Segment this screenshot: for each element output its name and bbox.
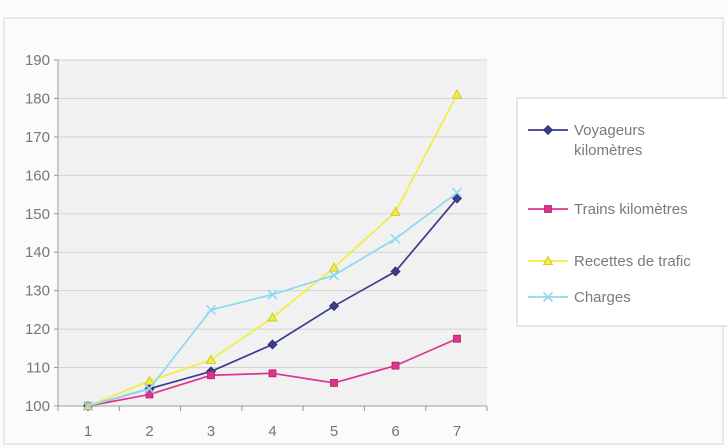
legend-marker-2	[542, 255, 554, 265]
legend-label: Trains kilomètres	[574, 201, 688, 218]
series-1-point	[453, 334, 461, 343]
legend-label: Recettes de trafic	[574, 253, 691, 270]
y-tick-label: 120	[25, 321, 50, 338]
y-tick-label: 160	[25, 167, 50, 184]
y-tick-label: 180	[25, 90, 50, 107]
series-1-point	[207, 371, 215, 380]
series-3-point	[205, 304, 217, 315]
series-1-point	[268, 369, 277, 378]
series-1-point	[330, 379, 338, 387]
series-3-point-stroke-b	[144, 383, 155, 394]
series-0-point	[328, 300, 340, 312]
legend-marker-3-stroke-b	[542, 291, 554, 303]
x-tick-label: 4	[268, 423, 276, 440]
y-tick-label: 170	[25, 129, 50, 146]
x-tick-label: 2	[145, 423, 153, 440]
legend-box	[516, 97, 727, 327]
series-3-point-stroke-b	[267, 289, 278, 300]
x-tick-label: 3	[207, 423, 215, 440]
series-0-point	[267, 339, 278, 350]
x-tick-label: 6	[391, 423, 399, 440]
series-2-point	[144, 375, 155, 385]
series-3-point	[390, 233, 401, 244]
series-3-point	[82, 400, 94, 412]
series-1-point	[145, 390, 154, 399]
x-tick-label: 7	[453, 423, 461, 440]
legend-marker-0	[542, 124, 554, 136]
legend-label: kilomètres	[574, 142, 642, 159]
series-3-point	[328, 270, 340, 281]
axes: 100 110 120 130 140 150 160 170 180 190 1 2 3 4 5 6 7	[25, 52, 488, 440]
series-1-point	[391, 361, 400, 370]
series-0-point	[390, 266, 401, 277]
y-tick-label: 130	[25, 283, 50, 300]
y-tick-label: 140	[25, 244, 50, 261]
series-2-point	[390, 206, 401, 216]
series-2-point	[267, 312, 278, 322]
y-tick-label: 190	[25, 52, 50, 69]
series-3-point-stroke-b	[328, 270, 340, 281]
series-3-point	[267, 289, 278, 300]
legend-marker-3	[542, 291, 554, 303]
legend-label: Charges	[574, 289, 631, 306]
series-0-point	[451, 193, 463, 204]
series-2-point	[451, 89, 463, 99]
y-tick-label: 150	[25, 206, 50, 223]
legend-label: Voyageurs	[574, 122, 645, 139]
x-tick-label: 1	[84, 423, 92, 440]
y-tick-label: 110	[26, 360, 50, 377]
series-2-point	[205, 354, 217, 364]
y-tick-label: 100	[25, 398, 50, 415]
series-lines	[82, 89, 463, 412]
series-2-point	[328, 262, 340, 272]
series-3-point-stroke-b	[451, 187, 463, 198]
x-tick-label: 5	[330, 423, 338, 440]
series-3-point-stroke-b	[82, 400, 94, 412]
series-3-point	[144, 383, 155, 394]
series-3-point-stroke-b	[390, 233, 401, 244]
series-3-point-stroke-b	[205, 304, 217, 315]
legend-marker-1	[544, 205, 552, 213]
legend: Voyageurs kilomètres Trains kilomètres Rece…	[516, 97, 727, 327]
series-3-point	[451, 187, 463, 198]
